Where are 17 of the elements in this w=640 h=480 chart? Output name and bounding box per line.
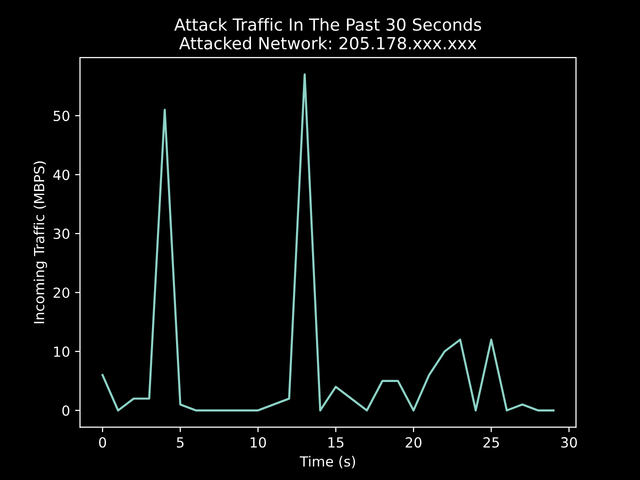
x-tick-label: 10 <box>250 437 266 448</box>
x-tick-label: 15 <box>328 437 344 448</box>
y-axis-title: Incoming Traffic (MBPS) <box>34 161 48 324</box>
y-tick-label: 20 <box>54 287 70 298</box>
x-tick-label: 30 <box>561 437 577 448</box>
y-tick-label: 30 <box>54 228 70 240</box>
y-tick-label: 10 <box>54 346 70 357</box>
line-series <box>102 73 554 412</box>
x-axis-title: Time (s) <box>300 456 356 468</box>
x-tick-label: 25 <box>483 437 499 448</box>
y-tick-label: 50 <box>54 110 70 122</box>
x-tick-label: 0 <box>99 437 106 448</box>
x-tick-label: 20 <box>406 437 422 448</box>
chart-title: Attack Traffic In The Past 30 Seconds Attacked Network: 205.178.xxx.xxx <box>174 18 482 50</box>
x-tick-label: 5 <box>176 437 184 448</box>
y-tick-label: 40 <box>53 170 70 180</box>
y-tick-label: 0 <box>62 405 70 416</box>
